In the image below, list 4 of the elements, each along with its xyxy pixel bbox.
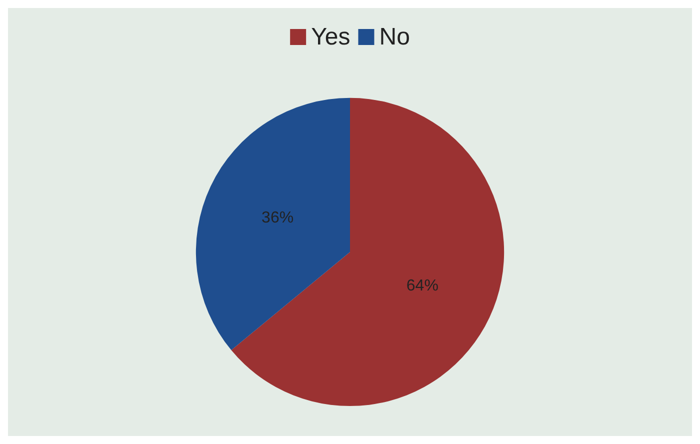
- legend-label: Yes: [311, 24, 350, 50]
- data-label: 36%: [262, 209, 294, 226]
- legend-label: No: [379, 24, 410, 50]
- data-label: 64%: [406, 278, 438, 295]
